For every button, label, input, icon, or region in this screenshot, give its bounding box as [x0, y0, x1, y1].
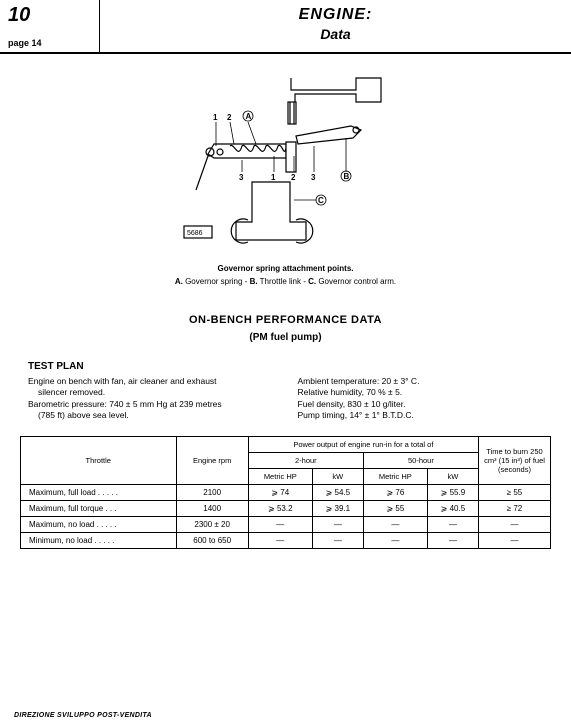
row-kw2: —	[312, 516, 363, 532]
th-hp50: Metric HP	[363, 468, 427, 484]
th-power-group: Power output of engine run-in for a tota…	[248, 436, 478, 452]
page-title: ENGINE:	[100, 6, 571, 24]
th-hp2: Metric HP	[248, 468, 312, 484]
row-hp50: —	[363, 532, 427, 548]
tp-left-2b: (785 ft) above sea level.	[28, 410, 274, 421]
th-50hour: 50-hour	[363, 452, 478, 468]
section-number: 10	[8, 4, 91, 27]
row-kw50: ⩾ 40.5	[427, 500, 478, 516]
tp-right-2: Relative humidity, 70 % ± 5.	[298, 387, 544, 398]
legend-c-key: C.	[308, 277, 316, 286]
governor-diagram: 1 2 A 3 1 2 3 B C 5686	[156, 72, 416, 252]
section-subtitle: (PM fuel pump)	[0, 332, 571, 343]
row-kw2: ⩾ 39.1	[312, 500, 363, 516]
th-kw50: kW	[427, 468, 478, 484]
tp-right-3: Fuel density, 830 ± 10 g/liter.	[298, 399, 544, 410]
caption-legend: A. Governor spring - B. Throttle link - …	[0, 277, 571, 286]
row-burn: ≥ 55	[479, 484, 551, 500]
legend-b-key: B.	[250, 277, 258, 286]
row-rpm: 2100	[176, 484, 248, 500]
callout-3b: 3	[311, 173, 316, 182]
row-hp50: —	[363, 516, 427, 532]
row-label: Maximum, full load . . . . .	[21, 484, 177, 500]
callout-A: A	[245, 112, 251, 121]
row-kw2: ⩾ 54.5	[312, 484, 363, 500]
callout-3a: 3	[239, 173, 244, 182]
row-hp2: —	[248, 516, 312, 532]
test-plan-block: TEST PLAN Engine on bench with fan, air …	[28, 361, 543, 422]
table-row: Maximum, full load . . . . . 2100 ⩾ 74 ⩾…	[21, 484, 551, 500]
row-hp2: ⩾ 74	[248, 484, 312, 500]
callout-2a: 2	[227, 113, 232, 122]
row-rpm: 1400	[176, 500, 248, 516]
table-row: Minimum, no load . . . . . 600 to 650 — …	[21, 532, 551, 548]
row-burn: —	[479, 516, 551, 532]
callout-B: B	[343, 172, 349, 181]
row-label: Maximum, no load . . . . .	[21, 516, 177, 532]
row-hp2: ⩾ 53.2	[248, 500, 312, 516]
row-kw50: —	[427, 532, 478, 548]
row-kw50: —	[427, 516, 478, 532]
row-kw2: —	[312, 532, 363, 548]
table-row: Maximum, full torque . . . 1400 ⩾ 53.2 ⩾…	[21, 500, 551, 516]
callout-1b: 1	[271, 173, 276, 182]
legend-a: Governor spring -	[183, 277, 250, 286]
legend-b: Throttle link -	[258, 277, 309, 286]
callout-1a: 1	[213, 113, 218, 122]
header-left-box: 10 page 14	[0, 0, 100, 52]
row-label: Maximum, full torque . . .	[21, 500, 177, 516]
tp-right-4: Pump timing, 14° ± 1° B.T.D.C.	[298, 410, 544, 421]
tp-left-1b: silencer removed.	[28, 387, 274, 398]
performance-table: Throttle Engine rpm Power output of engi…	[20, 436, 551, 549]
page-subtitle: Data	[100, 26, 571, 42]
page-number-label: page 14	[8, 38, 91, 48]
row-burn: ≥ 72	[479, 500, 551, 516]
th-rpm: Engine rpm	[176, 436, 248, 484]
row-hp50: ⩾ 55	[363, 500, 427, 516]
callout-2b: 2	[291, 173, 296, 182]
test-plan-left-col: Engine on bench with fan, air cleaner an…	[28, 376, 274, 422]
test-plan-heading: TEST PLAN	[28, 361, 543, 372]
legend-a-key: A.	[175, 277, 183, 286]
row-rpm: 600 to 650	[176, 532, 248, 548]
figure-box-number: 5686	[187, 230, 203, 237]
diagram-svg: 1 2 A 3 1 2 3 B C 5686	[156, 72, 416, 252]
th-throttle: Throttle	[21, 436, 177, 484]
row-kw50: ⩾ 55.9	[427, 484, 478, 500]
tp-right-1: Ambient temperature: 20 ± 3° C.	[298, 376, 544, 387]
footer-text: DIREZIONE SVILUPPO POST-VENDITA	[14, 712, 152, 719]
row-rpm: 2300 ± 20	[176, 516, 248, 532]
section-title: ON-BENCH PERFORMANCE DATA	[0, 314, 571, 326]
th-kw2: kW	[312, 468, 363, 484]
legend-c: Governor control arm.	[316, 277, 396, 286]
th-burn: Time to burn 250 cm³ (15 in³) of fuel (s…	[479, 436, 551, 484]
test-plan-right-col: Ambient temperature: 20 ± 3° C. Relative…	[298, 376, 544, 422]
th-2hour: 2-hour	[248, 452, 363, 468]
row-hp50: ⩾ 76	[363, 484, 427, 500]
tp-left-2: Barometric pressure: 740 ± 5 mm Hg at 23…	[28, 399, 274, 410]
page-header: 10 page 14 ENGINE: Data	[0, 0, 571, 54]
row-hp2: —	[248, 532, 312, 548]
row-burn: —	[479, 532, 551, 548]
row-label: Minimum, no load . . . . .	[21, 532, 177, 548]
header-title-block: ENGINE: Data	[100, 0, 571, 52]
table-row: Maximum, no load . . . . . 2300 ± 20 — —…	[21, 516, 551, 532]
callout-C: C	[318, 196, 324, 205]
figure-caption: Governor spring attachment points. A. Go…	[0, 264, 571, 286]
tp-left-1: Engine on bench with fan, air cleaner an…	[28, 376, 274, 387]
caption-title: Governor spring attachment points.	[0, 264, 571, 273]
